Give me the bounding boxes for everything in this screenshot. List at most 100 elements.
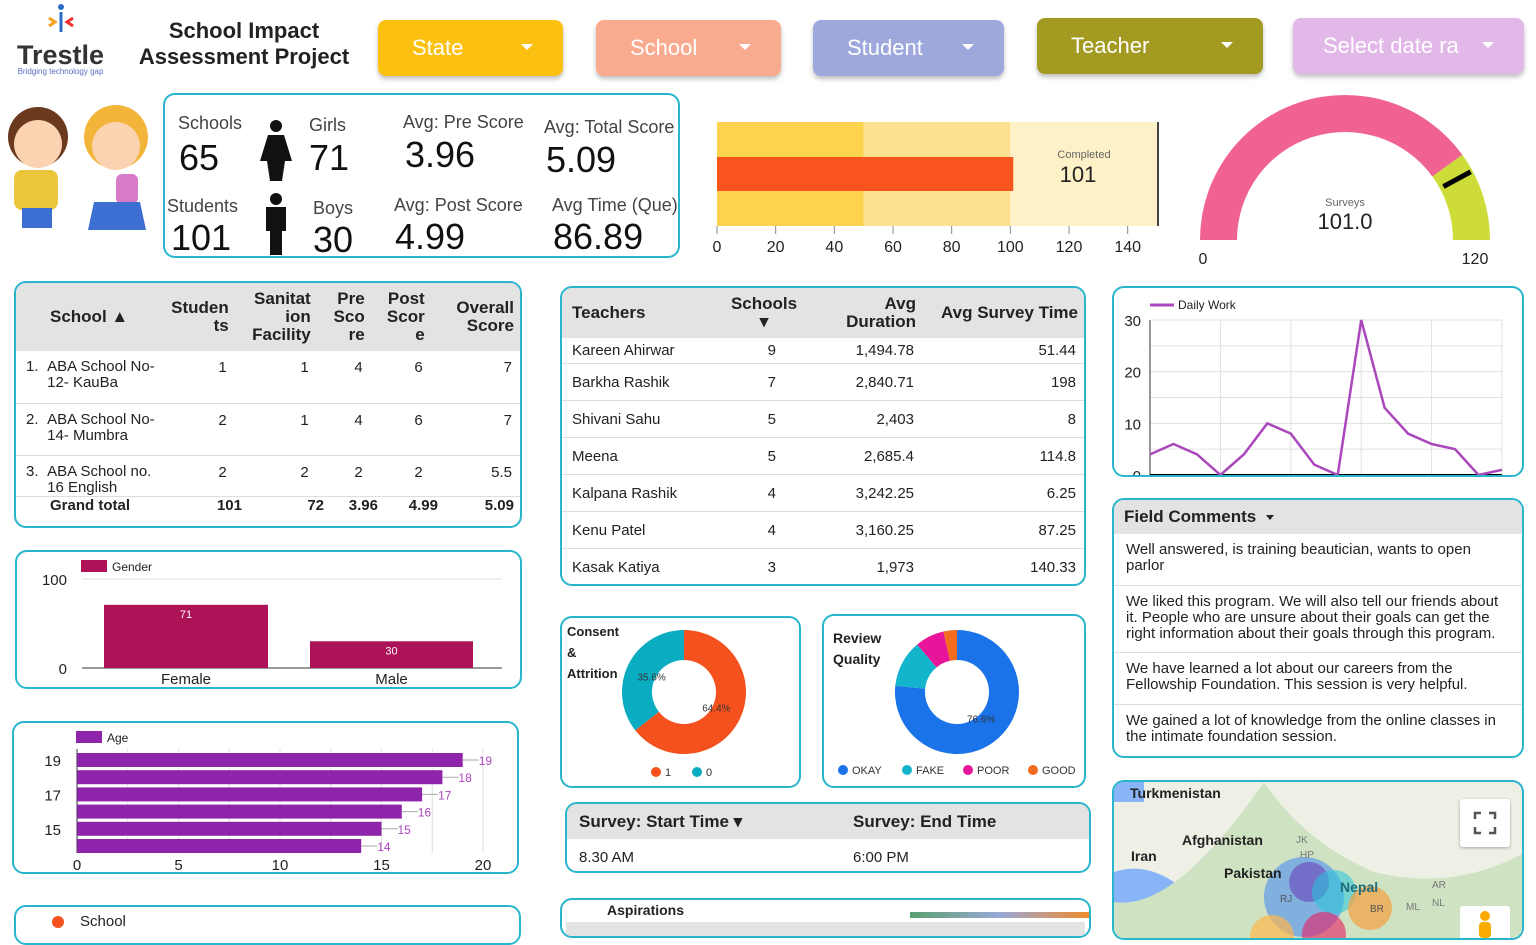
girls-value: 71: [309, 137, 349, 179]
student-filter[interactable]: Student: [813, 20, 1004, 76]
school-name-cell: ABA School no. 16 English: [45, 455, 165, 496]
x-tick-label: Female: [161, 671, 211, 688]
x-tick-label: Male: [375, 671, 408, 688]
pre-score-label: Avg: Pre Score: [403, 112, 524, 133]
col-header-sanitation[interactable]: Sanitat ion Facility: [235, 283, 317, 351]
school-name-cell: ABA School No- 12- KauBa: [45, 351, 165, 403]
map-label: HP: [1300, 850, 1314, 861]
school-map[interactable]: Turkmenistan Afghanistan Iran Pakistan N…: [1112, 780, 1524, 940]
legend-label: 1: [665, 767, 671, 779]
bullet-tick-label: 80: [943, 239, 961, 256]
table-cell: 140.33: [922, 549, 1084, 586]
bullet-tick-label: 20: [767, 239, 785, 256]
school-map-legend-card: School: [14, 905, 521, 945]
x-tick-label: 0: [73, 857, 81, 874]
table-cell: 6: [371, 351, 431, 403]
table-cell: 2: [165, 455, 235, 496]
logo-text: Trestle: [8, 43, 113, 67]
table-cell: 4: [722, 512, 806, 549]
fullscreen-icon: [1460, 799, 1510, 847]
girls-label: Girls: [309, 115, 346, 136]
total-score-label: Avg: Total Score: [544, 117, 674, 138]
y-tick-label: 17: [44, 787, 61, 804]
table-cell: 7: [431, 351, 520, 403]
legend-dot-icon: [963, 765, 973, 775]
chevron-down-icon: [1221, 42, 1233, 48]
teacher-name-cell: Kalpana Rashik: [562, 475, 722, 512]
col-header-avg-survey-time[interactable]: Avg Survey Time: [922, 288, 1084, 338]
bar-value-label: 16: [418, 806, 432, 820]
col-header-post-score[interactable]: Post Scor e: [371, 283, 431, 351]
col-header-start-time[interactable]: Survey: Start Time ▾: [579, 812, 853, 832]
school-filter[interactable]: School: [596, 20, 781, 76]
table-cell: 5: [722, 438, 806, 475]
map-label: Turkmenistan: [1130, 785, 1221, 801]
y-tick-label: 30: [1124, 313, 1141, 330]
table-cell: 2,840.71: [806, 364, 922, 401]
col-header-school[interactable]: School ▲: [16, 283, 165, 351]
col-header-pre-score[interactable]: Pre Sco re: [317, 283, 371, 351]
review-title: Review Quality: [833, 628, 893, 670]
map-label: Pakistan: [1224, 865, 1282, 881]
bullet-value-bar: [717, 157, 1013, 191]
field-comments-table: Field Comments Well answered, is trainin…: [1112, 498, 1524, 758]
col-header-end-time[interactable]: Survey: End Time: [853, 812, 996, 832]
field-comments-header[interactable]: Field Comments: [1114, 500, 1522, 534]
date-range-filter[interactable]: Select date ra: [1293, 18, 1524, 74]
aspirations-title: Aspirations: [607, 902, 684, 918]
table-cell: 51.44: [922, 338, 1084, 364]
fullscreen-button[interactable]: [1460, 799, 1510, 847]
col-header-avg-duration[interactable]: Avg Duration: [806, 288, 922, 338]
age-bar: [77, 787, 422, 801]
chevron-down-icon: [962, 44, 974, 50]
comment-row: We liked this program. We will also tell…: [1114, 586, 1522, 653]
slice-percent-label: 76.6%: [967, 715, 995, 726]
teacher-filter[interactable]: Teacher: [1037, 18, 1263, 74]
col-header-schools[interactable]: Schools ▾: [722, 288, 806, 338]
legend-label: POOR: [977, 765, 1009, 777]
gauge-label: Surveys: [1325, 197, 1365, 209]
legend-label: OKAY: [852, 765, 882, 777]
map-label: ML: [1406, 902, 1420, 913]
slice-percent-label: 64.4%: [702, 704, 730, 715]
legend-swatch: [76, 731, 102, 743]
y-tick-label: 0: [1133, 468, 1141, 477]
start-time-value: 8.30 AM: [579, 849, 853, 866]
col-header-teachers[interactable]: Teachers: [562, 288, 722, 338]
bullet-tick-label: 0: [713, 239, 722, 256]
post-score-value: 4.99: [395, 216, 465, 258]
col-header-overall-score[interactable]: Overall Score: [431, 283, 520, 351]
state-filter[interactable]: State: [378, 20, 563, 76]
row-number: 3.: [16, 455, 45, 496]
legend-dot-icon: [838, 765, 848, 775]
bar-value-label: 15: [398, 823, 412, 837]
comment-row: We gained a lot of knowledge from the on…: [1114, 705, 1522, 753]
logo-icon: [41, 2, 81, 38]
map-label: Iran: [1131, 848, 1157, 864]
col-header-students[interactable]: Studen ts: [165, 283, 235, 351]
table-cell: 5: [722, 401, 806, 438]
map-label: NL: [1432, 898, 1445, 909]
age-bar: [77, 839, 361, 853]
total-score-value: 5.09: [546, 139, 616, 181]
field-comments-title: Field Comments: [1124, 507, 1256, 527]
table-cell: 3: [722, 549, 806, 586]
schools-value: 65: [179, 137, 219, 179]
table-cell: 2,403: [806, 401, 922, 438]
grand-total-pre: 3.96: [324, 497, 378, 514]
street-view-pegman-button[interactable]: [1460, 906, 1510, 940]
y-tick-label: 10: [1124, 416, 1141, 433]
grand-total-students: 101: [200, 497, 242, 514]
school-legend-label: School: [80, 913, 126, 930]
